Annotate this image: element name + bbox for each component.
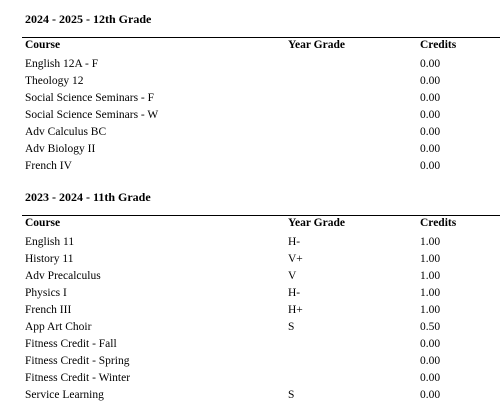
table-row: Fitness Credit - Spring 0.00 xyxy=(0,353,500,370)
table-row: Social Science Seminars - F 0.00 xyxy=(0,90,500,107)
section-divider xyxy=(22,37,500,38)
course-name: Adv Biology II xyxy=(25,143,96,155)
course-name: Social Science Seminars - W xyxy=(25,109,159,121)
table-header: Course Year Grade Credits xyxy=(0,37,500,54)
credits-value: 1.00 xyxy=(420,236,441,248)
section-divider xyxy=(22,215,500,216)
table-row: English 11 H- 1.00 xyxy=(0,234,500,251)
table-row: Service Learning S 0.00 xyxy=(0,387,500,404)
course-column-header: Course xyxy=(25,217,61,229)
table-row: Social Science Seminars - W 0.00 xyxy=(0,107,500,124)
year-grade: S xyxy=(288,321,295,333)
course-name: Theology 12 xyxy=(25,75,84,87)
table-row: English 12A - F 0.00 xyxy=(0,56,500,73)
course-name: English 12A - F xyxy=(25,58,99,70)
course-name: Adv Precalculus xyxy=(25,270,101,282)
course-name: Fitness Credit - Fall xyxy=(25,338,117,350)
table-row: Fitness Credit - Winter 0.00 xyxy=(0,370,500,387)
credits-value: 0.50 xyxy=(420,321,441,333)
year-grade-column-header: Year Grade xyxy=(288,39,345,51)
credits-value: 0.00 xyxy=(420,92,441,104)
credits-column-header: Credits xyxy=(420,217,457,229)
credits-value: 0.00 xyxy=(420,143,441,155)
credits-value: 0.00 xyxy=(420,372,441,384)
credits-value: 0.00 xyxy=(420,109,441,121)
table-row: App Art Choir S 0.50 xyxy=(0,319,500,336)
credits-value: 0.00 xyxy=(420,58,441,70)
year-grade: H- xyxy=(288,236,301,248)
credits-value: 0.00 xyxy=(420,355,441,367)
credits-value: 0.00 xyxy=(420,75,441,87)
credits-value: 0.00 xyxy=(420,389,441,401)
table-row: Adv Calculus BC 0.00 xyxy=(0,124,500,141)
table-row: History 11 V+ 1.00 xyxy=(0,251,500,268)
course-name: English 11 xyxy=(25,236,75,248)
course-name: Fitness Credit - Winter xyxy=(25,372,131,384)
credits-value: 0.00 xyxy=(420,160,441,172)
course-name: History 11 xyxy=(25,253,74,265)
table-row: Theology 12 0.00 xyxy=(0,73,500,90)
credits-value: 1.00 xyxy=(420,287,441,299)
year-grade-column-header: Year Grade xyxy=(288,217,345,229)
table-row: Adv Biology II 0.00 xyxy=(0,141,500,158)
course-name: Physics I xyxy=(25,287,67,299)
course-name: App Art Choir xyxy=(25,321,92,333)
course-name: Adv Calculus BC xyxy=(25,126,107,138)
credits-value: 1.00 xyxy=(420,270,441,282)
credits-column-header: Credits xyxy=(420,39,457,51)
table-header: Course Year Grade Credits xyxy=(0,215,500,232)
year-grade: V xyxy=(288,270,297,282)
table-row: French III H+ 1.00 xyxy=(0,302,500,319)
course-name: Service Learning xyxy=(25,389,104,401)
course-name: Fitness Credit - Spring xyxy=(25,355,130,367)
credits-value: 0.00 xyxy=(420,126,441,138)
credits-value: 1.00 xyxy=(420,253,441,265)
table-row: Fitness Credit - Fall 0.00 xyxy=(0,336,500,353)
credits-value: 1.00 xyxy=(420,304,441,316)
year-grade: V+ xyxy=(288,253,303,265)
table-row: French IV 0.00 xyxy=(0,158,500,175)
course-name: Social Science Seminars - F xyxy=(25,92,155,104)
credits-value: 0.00 xyxy=(420,338,441,350)
table-row: Physics I H- 1.00 xyxy=(0,285,500,302)
year-grade: S xyxy=(288,389,295,401)
table-row: Adv Precalculus V 1.00 xyxy=(0,268,500,285)
section-title: 2023 - 2024 - 11th Grade xyxy=(25,190,151,204)
course-name: French IV xyxy=(25,160,72,172)
section-title: 2024 - 2025 - 12th Grade xyxy=(25,12,152,26)
year-grade: H+ xyxy=(288,304,303,316)
year-grade: H- xyxy=(288,287,301,299)
course-column-header: Course xyxy=(25,39,61,51)
course-name: French III xyxy=(25,304,72,316)
